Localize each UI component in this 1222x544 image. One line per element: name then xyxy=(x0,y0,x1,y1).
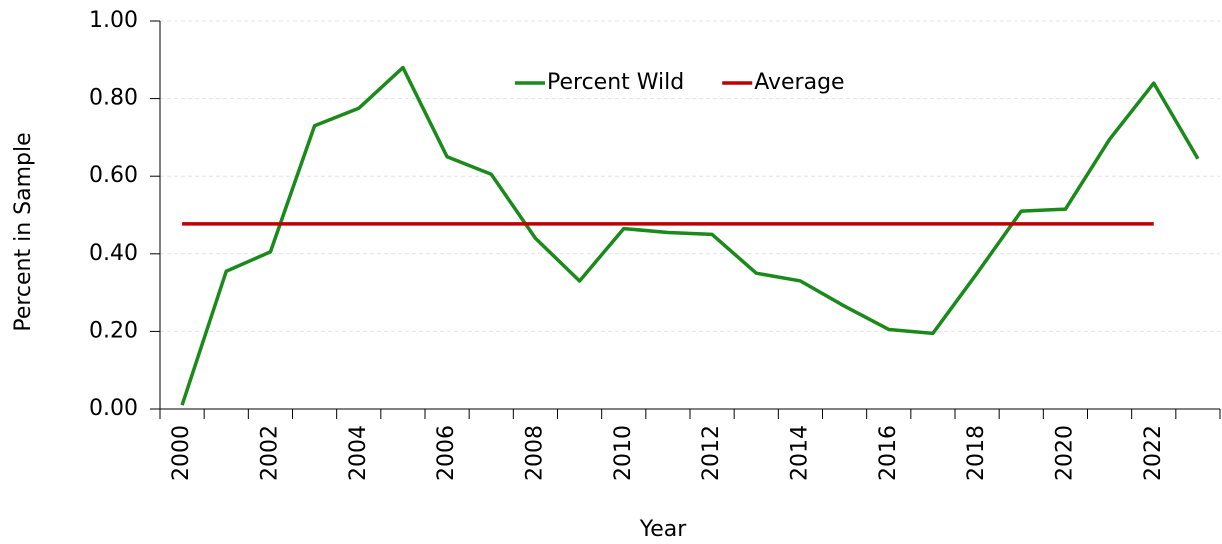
y-tick-label: 1.00 xyxy=(89,8,138,33)
y-tick-label: 0.00 xyxy=(89,396,138,421)
x-tick-label: 2006 xyxy=(434,425,459,481)
x-tick-label: 2018 xyxy=(964,425,989,481)
x-tick-label: 2004 xyxy=(346,425,371,481)
x-tick-label: 2008 xyxy=(522,425,547,481)
x-tick-label: 2016 xyxy=(876,425,901,481)
x-tick-label: 2014 xyxy=(787,425,812,481)
x-tick-label: 2000 xyxy=(169,425,194,481)
y-tick-label: 0.20 xyxy=(89,318,138,343)
y-tick-label: 0.40 xyxy=(89,241,138,266)
x-axis-label: Year xyxy=(639,517,688,542)
x-tick-label: 2020 xyxy=(1052,425,1077,481)
legend-label: Percent Wild xyxy=(547,70,684,95)
x-tick-label: 2002 xyxy=(257,425,282,481)
y-tick-label: 0.80 xyxy=(89,86,138,111)
y-axis-label: Percent in Sample xyxy=(11,132,36,331)
x-tick-label: 2010 xyxy=(611,425,636,481)
x-tick-label: 2012 xyxy=(699,425,724,481)
series-line xyxy=(180,65,1200,406)
y-tick-label: 0.60 xyxy=(89,163,138,188)
x-tick-label: 2022 xyxy=(1141,425,1166,481)
legend-label: Average xyxy=(754,70,844,95)
